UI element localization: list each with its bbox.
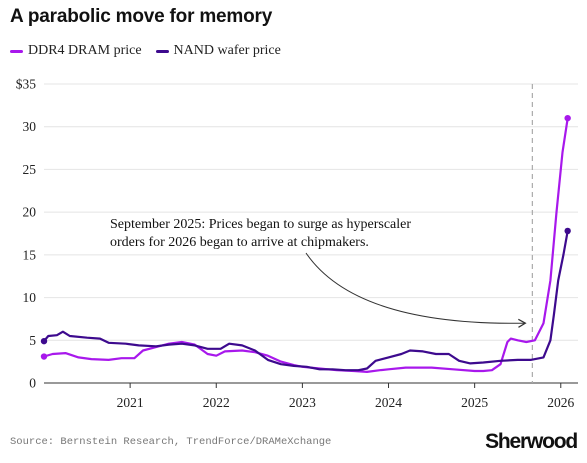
x-tick-label: 2026	[547, 395, 574, 410]
series-group	[40, 114, 571, 373]
legend-label-ddr4: DDR4 DRAM price	[28, 43, 142, 58]
x-tick-label: 2025	[461, 395, 488, 410]
series-end-point	[564, 114, 571, 122]
x-tick-label: 2024	[375, 395, 402, 410]
source-note: Source: Bernstein Research, TrendForce/D…	[10, 436, 332, 448]
x-tick-label: 2022	[203, 395, 230, 410]
grid	[44, 83, 578, 384]
chart-title: A parabolic move for memory	[10, 6, 273, 27]
legend: DDR4 DRAM price NAND wafer price	[10, 43, 281, 59]
y-tick-label: 25	[23, 162, 37, 177]
x-tick-label: 2023	[289, 395, 316, 410]
legend-swatch-nand	[155, 49, 169, 53]
annotation-line-1: September 2025: Prices began to surge as…	[110, 217, 411, 232]
y-tick-label: 30	[23, 119, 37, 134]
series-start-point	[40, 353, 48, 360]
x-tick-label: 2021	[117, 395, 144, 410]
annotation-line-2: orders for 2026 began to arrive at chipm…	[110, 235, 369, 250]
y-tick-label: 0	[29, 376, 36, 391]
brand-logo: Sherwood	[485, 430, 578, 453]
y-tick-label: 20	[23, 205, 37, 220]
x-axis-ticks: 2021 2022 2023 2024 2025 2026	[117, 383, 575, 410]
y-tick-label: 10	[23, 290, 37, 305]
y-axis-ticks: 0 5 10 15 20 25 30 $35	[16, 77, 37, 391]
legend-item-ddr4: DDR4 DRAM price	[10, 43, 142, 59]
y-tick-label: 15	[23, 247, 37, 262]
series-start-point	[40, 337, 48, 345]
y-tick-label: $35	[16, 77, 37, 92]
y-tick-label: 5	[29, 333, 36, 348]
legend-swatch-ddr4	[10, 49, 23, 53]
series-end-point	[564, 227, 571, 235]
legend-item-nand: NAND wafer price	[155, 43, 281, 59]
annotation-arrow	[305, 252, 527, 328]
legend-label-nand: NAND wafer price	[173, 43, 281, 58]
series-line-nand	[43, 230, 569, 372]
